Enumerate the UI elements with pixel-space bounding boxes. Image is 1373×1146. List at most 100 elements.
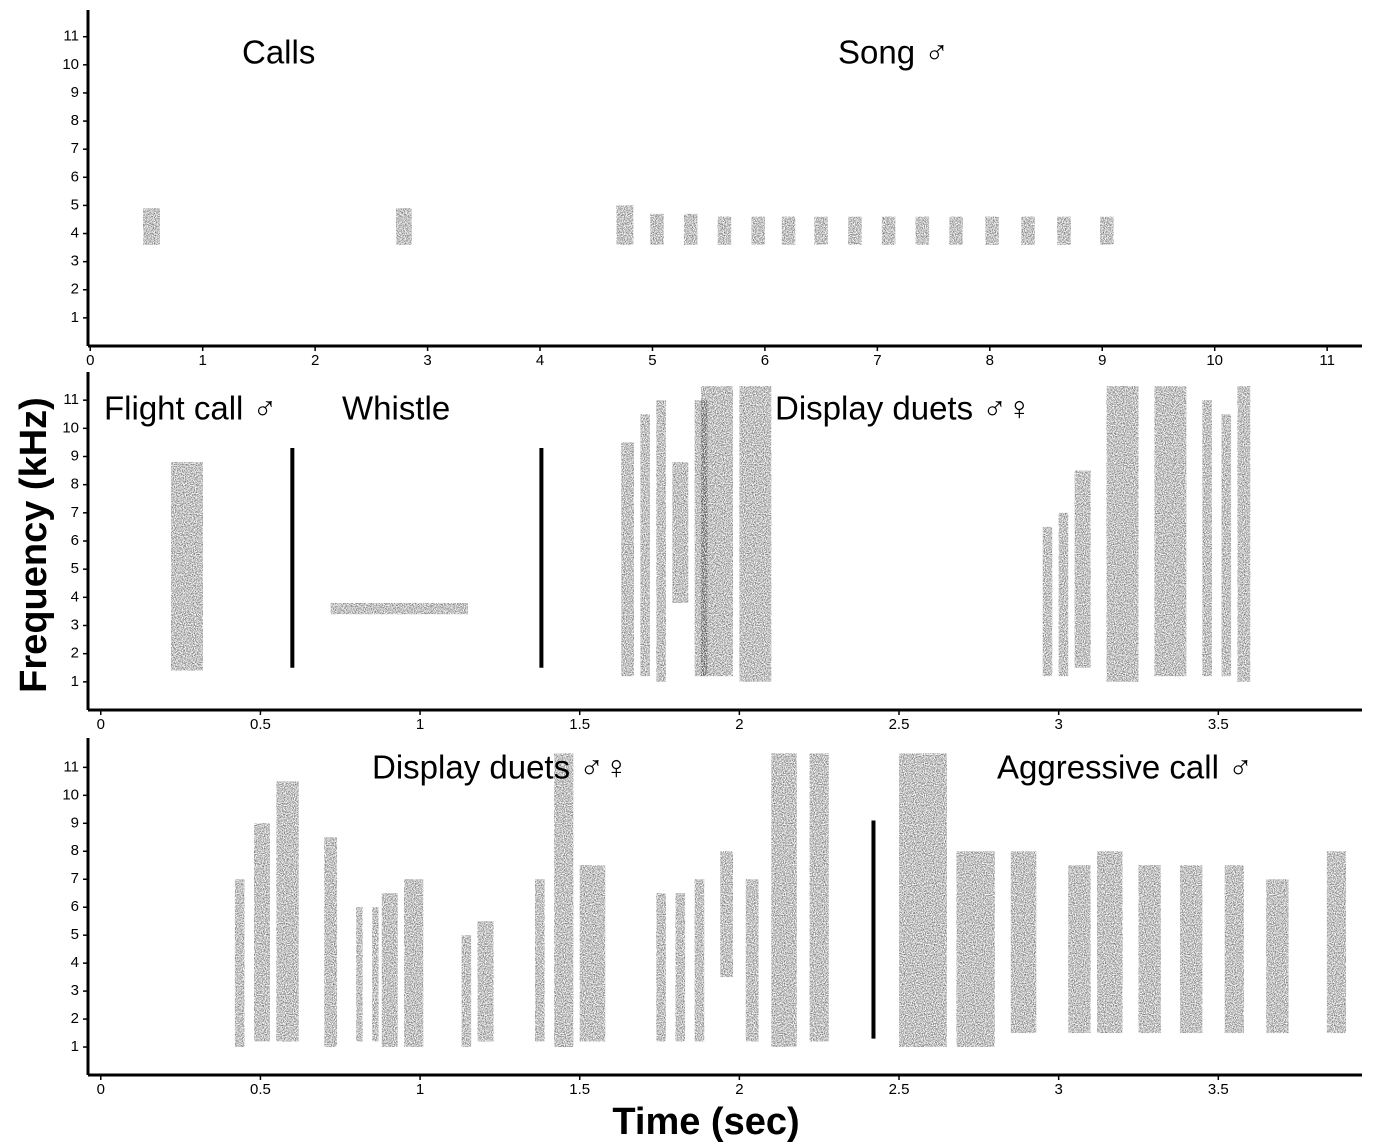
x-tick-label: 0 bbox=[97, 1081, 105, 1098]
y-tick-label: 1 bbox=[71, 309, 79, 326]
y-tick-label: 9 bbox=[71, 84, 79, 101]
syllable bbox=[739, 386, 772, 682]
annotation: Calls bbox=[242, 34, 315, 71]
annotation: Flight call ♂ bbox=[104, 390, 277, 427]
y-tick-label: 7 bbox=[71, 140, 79, 157]
syllable bbox=[1266, 879, 1289, 1034]
syllable bbox=[751, 216, 765, 245]
x-tick-label: 5 bbox=[648, 352, 656, 369]
syllable bbox=[672, 462, 689, 603]
syllable bbox=[1021, 216, 1035, 245]
syllable bbox=[1154, 386, 1187, 677]
syllable bbox=[477, 921, 494, 1042]
syllable bbox=[701, 386, 733, 677]
x-tick-label: 3.5 bbox=[1208, 1081, 1229, 1098]
syllable bbox=[1010, 851, 1037, 1034]
syllable bbox=[1138, 865, 1161, 1034]
annotation: Song ♂ bbox=[838, 34, 949, 71]
y-tick-label: 3 bbox=[71, 253, 79, 270]
syllable bbox=[656, 893, 666, 1042]
y-tick-label: 9 bbox=[71, 447, 79, 464]
x-tick-label: 0.5 bbox=[250, 716, 271, 733]
syllable bbox=[640, 414, 650, 677]
y-axis-label: Frequency (kHz) bbox=[13, 397, 55, 693]
syllable bbox=[717, 216, 732, 245]
syllable bbox=[694, 879, 705, 1042]
syllable bbox=[621, 442, 634, 677]
syllable bbox=[461, 935, 472, 1048]
x-tick-label: 11 bbox=[1319, 352, 1335, 369]
y-tick-label: 6 bbox=[71, 168, 79, 185]
x-axis-label: Time (sec) bbox=[612, 1101, 799, 1143]
y-tick-label: 4 bbox=[71, 954, 79, 971]
syllable bbox=[356, 907, 363, 1042]
y-tick-label: 11 bbox=[63, 391, 79, 408]
y-tick-label: 9 bbox=[71, 814, 79, 831]
syllable bbox=[745, 879, 759, 1042]
y-tick-label: 11 bbox=[63, 28, 79, 45]
y-tick-label: 4 bbox=[71, 225, 79, 242]
y-tick-label: 10 bbox=[62, 419, 79, 436]
x-tick-label: 1 bbox=[199, 352, 207, 369]
annotation: Aggressive call ♂ bbox=[997, 749, 1253, 786]
syllable bbox=[956, 851, 995, 1048]
x-tick-label: 1 bbox=[416, 1081, 424, 1098]
x-tick-label: 6 bbox=[761, 352, 769, 369]
x-tick-label: 8 bbox=[986, 352, 994, 369]
x-tick-label: 4 bbox=[536, 352, 544, 369]
syllable bbox=[616, 205, 634, 245]
x-tick-label: 0.5 bbox=[250, 1081, 271, 1098]
syllable bbox=[949, 216, 963, 245]
x-tick-label: 9 bbox=[1098, 352, 1106, 369]
x-tick-label: 0 bbox=[86, 352, 94, 369]
syllable bbox=[1326, 851, 1347, 1034]
syllable bbox=[1058, 512, 1069, 677]
y-tick-label: 1 bbox=[71, 673, 79, 690]
syllable bbox=[1042, 526, 1053, 677]
syllable bbox=[1096, 851, 1123, 1034]
x-tick-label: 0 bbox=[97, 716, 105, 733]
y-tick-label: 4 bbox=[71, 588, 79, 605]
syllable bbox=[396, 208, 412, 245]
x-tick-label: 2 bbox=[735, 1081, 743, 1098]
y-tick-label: 8 bbox=[71, 112, 79, 129]
syllable bbox=[1068, 865, 1091, 1034]
y-tick-label: 2 bbox=[71, 1010, 79, 1027]
syllable bbox=[330, 602, 468, 615]
syllable bbox=[1100, 216, 1114, 245]
syllable bbox=[171, 462, 203, 671]
y-tick-label: 5 bbox=[71, 560, 79, 577]
x-tick-label: 2.5 bbox=[889, 716, 910, 733]
syllable bbox=[915, 216, 930, 245]
y-tick-label: 2 bbox=[71, 281, 79, 298]
y-tick-label: 7 bbox=[71, 870, 79, 887]
y-tick-label: 3 bbox=[71, 616, 79, 633]
y-tick-label: 10 bbox=[62, 56, 79, 73]
syllable bbox=[848, 216, 862, 245]
syllable bbox=[809, 753, 829, 1042]
x-tick-label: 1.5 bbox=[569, 1081, 590, 1098]
y-tick-label: 3 bbox=[71, 982, 79, 999]
annotation: Display duets ♂♀ bbox=[775, 390, 1032, 427]
x-tick-label: 10 bbox=[1206, 352, 1223, 369]
syllable bbox=[404, 879, 424, 1048]
syllable bbox=[1106, 386, 1139, 682]
x-tick-label: 2 bbox=[311, 352, 319, 369]
x-tick-label: 2 bbox=[735, 716, 743, 733]
syllable bbox=[656, 400, 666, 682]
syllable bbox=[771, 753, 797, 1048]
x-tick-label: 2.5 bbox=[889, 1081, 910, 1098]
syllable bbox=[554, 753, 574, 1048]
syllable bbox=[276, 781, 299, 1042]
y-tick-label: 5 bbox=[71, 196, 79, 213]
syllable bbox=[881, 216, 896, 245]
x-tick-label: 3 bbox=[1054, 716, 1062, 733]
syllable bbox=[1224, 865, 1244, 1034]
syllable bbox=[814, 216, 828, 245]
x-tick-label: 3.5 bbox=[1208, 716, 1229, 733]
y-tick-label: 8 bbox=[71, 842, 79, 859]
y-tick-label: 10 bbox=[62, 786, 79, 803]
syllable bbox=[1202, 400, 1212, 677]
x-tick-label: 1.5 bbox=[569, 716, 590, 733]
